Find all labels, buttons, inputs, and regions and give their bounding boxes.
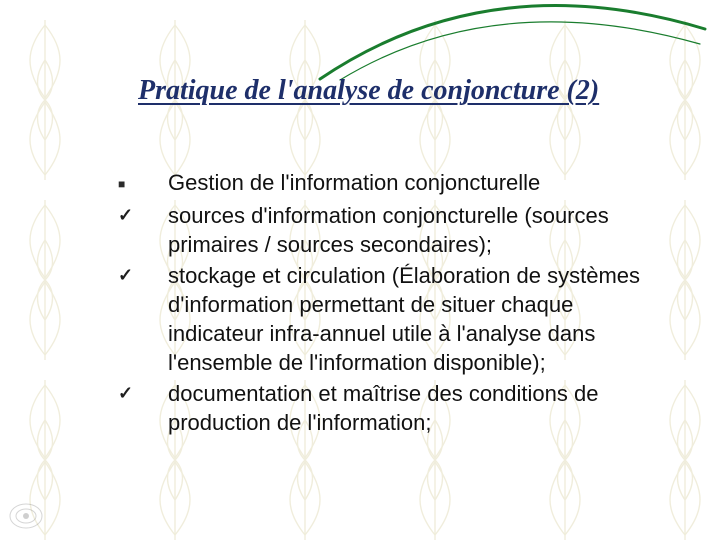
check-icon	[108, 201, 168, 230]
page-title: Pratique de l'analyse de conjoncture (2)	[138, 76, 678, 107]
title-container: Pratique de l'analyse de conjoncture (2)	[138, 76, 678, 107]
list-item-text: stockage et circulation (Élaboration de …	[168, 261, 663, 377]
list-item: Gestion de l'information conjoncturelle	[108, 168, 663, 199]
list-item-text: sources d'information conjoncturelle (so…	[168, 201, 663, 259]
list-item: stockage et circulation (Élaboration de …	[108, 261, 663, 377]
bullet-list: Gestion de l'information conjoncturelle s…	[108, 168, 663, 439]
check-icon	[108, 261, 168, 290]
corner-logo-icon	[6, 498, 46, 534]
decorative-swoosh	[310, 0, 710, 84]
list-item-text: Gestion de l'information conjoncturelle	[168, 168, 663, 197]
slide: Pratique de l'analyse de conjoncture (2)…	[0, 0, 720, 540]
list-item-text: documentation et maîtrise des conditions…	[168, 379, 663, 437]
list-item: sources d'information conjoncturelle (so…	[108, 201, 663, 259]
square-bullet-icon	[108, 168, 168, 199]
list-item: documentation et maîtrise des conditions…	[108, 379, 663, 437]
check-icon	[108, 379, 168, 408]
